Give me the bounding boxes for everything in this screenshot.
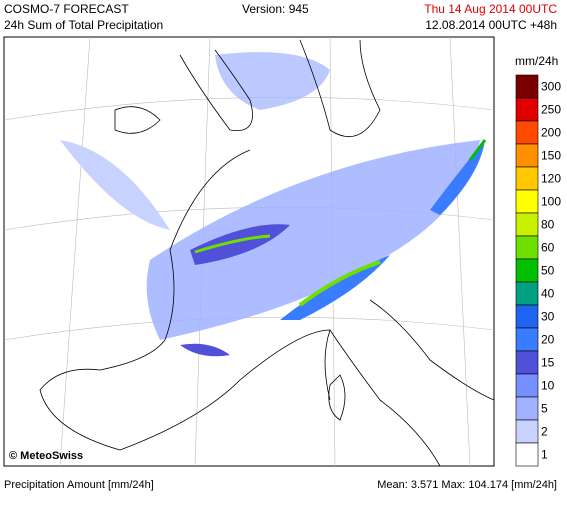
legend-swatch <box>515 442 539 467</box>
legend-swatch <box>515 304 539 329</box>
legend-swatch <box>515 143 539 168</box>
legend-swatch <box>515 166 539 191</box>
legend-label: 80 <box>541 218 555 232</box>
valid-time: Thu 14 Aug 2014 00UTC <box>424 2 557 16</box>
title: COSMO-7 FORECAST <box>4 2 129 16</box>
legend-label: 50 <box>541 264 555 278</box>
legend-swatch <box>515 235 539 260</box>
legend: 300 250 200 150 120 100 80 60 50 40 30 20 15 10 5 2 1 <box>515 74 561 467</box>
legend-swatch <box>515 258 539 283</box>
footer-left: Precipitation Amount [mm/24h] <box>4 479 154 491</box>
legend-unit: mm/24h <box>515 54 558 68</box>
legend-label: 100 <box>541 195 561 209</box>
legend-swatch <box>515 419 539 444</box>
legend-label: 1 <box>541 448 548 462</box>
legend-swatch <box>515 74 539 99</box>
subtitle: 24h Sum of Total Precipitation <box>4 18 163 32</box>
legend-label: 10 <box>541 379 555 393</box>
legend-swatch <box>515 120 539 145</box>
legend-swatch <box>515 212 539 237</box>
legend-label: 150 <box>541 149 561 163</box>
legend-swatch <box>515 396 539 421</box>
credit: © MeteoSwiss <box>9 450 83 462</box>
legend-label: 300 <box>541 80 561 94</box>
legend-swatch <box>515 189 539 214</box>
legend-label: 5 <box>541 402 548 416</box>
legend-label: 200 <box>541 126 561 140</box>
version: Version: 945 <box>242 2 309 16</box>
legend-label: 60 <box>541 241 555 255</box>
legend-label: 20 <box>541 333 555 347</box>
legend-label: 40 <box>541 287 555 301</box>
footer-right: Mean: 3.571 Max: 104.174 [mm/24h] <box>377 479 557 491</box>
legend-swatch <box>515 350 539 375</box>
legend-label: 30 <box>541 310 555 324</box>
coastlines <box>39 39 495 467</box>
legend-swatch <box>515 97 539 122</box>
legend-swatch <box>515 373 539 398</box>
map: © MeteoSwiss <box>3 36 495 467</box>
legend-label: 250 <box>541 103 561 117</box>
legend-label: 2 <box>541 425 548 439</box>
legend-swatch <box>515 281 539 306</box>
legend-swatch <box>515 327 539 352</box>
precipitation <box>60 52 487 357</box>
run-time: 12.08.2014 00UTC +48h <box>425 18 557 32</box>
legend-label: 120 <box>541 172 561 186</box>
legend-label: 15 <box>541 356 555 370</box>
